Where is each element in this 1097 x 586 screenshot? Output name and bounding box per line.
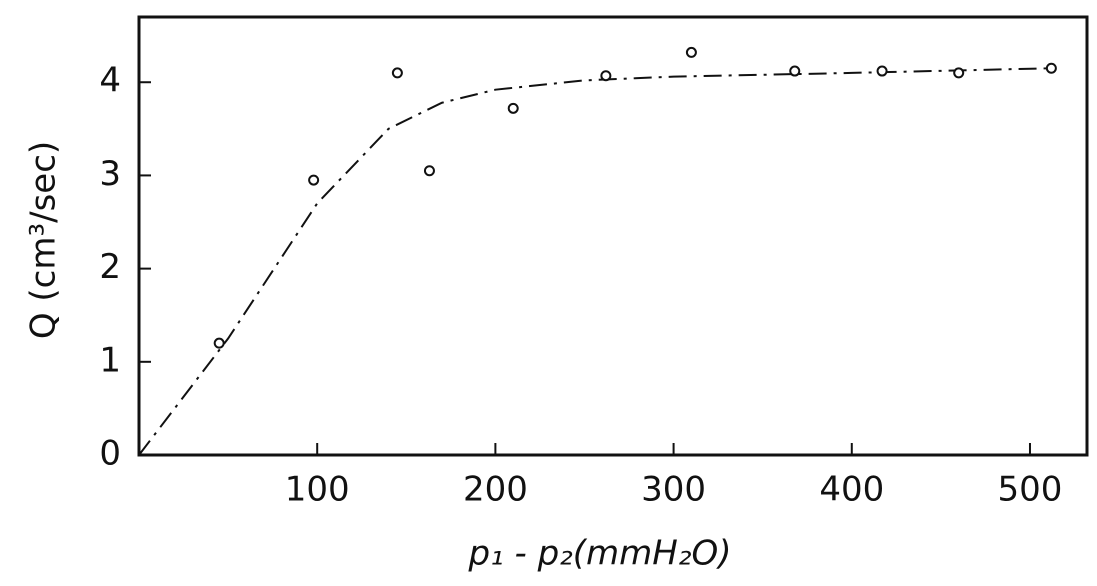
y-axis-label: Q (cm³/sec) <box>24 141 64 339</box>
y-tick-label: 3 <box>99 154 121 194</box>
x-tick-label: 300 <box>641 470 706 510</box>
data-point <box>507 102 519 114</box>
data-point <box>789 65 801 77</box>
data-point <box>391 67 403 79</box>
data-point <box>423 165 435 177</box>
x-tick-label: 400 <box>819 470 884 510</box>
y-tick-label: 1 <box>99 340 121 380</box>
x-axis-label: p₁ - p₂(mmH₂O) <box>467 534 731 574</box>
data-point <box>308 174 320 186</box>
data-point <box>876 65 888 77</box>
y-tick-label: 0 <box>99 434 121 474</box>
x-tick-label: 100 <box>285 470 350 510</box>
fit-curve <box>138 67 1052 456</box>
x-tick-label: 200 <box>463 470 528 510</box>
data-point <box>600 70 612 82</box>
y-tick-label: 2 <box>99 247 121 287</box>
data-point <box>1045 62 1057 74</box>
plot-frame <box>137 15 1089 457</box>
data-point <box>685 46 697 58</box>
data-point <box>953 67 965 79</box>
data-point <box>213 337 225 349</box>
y-tick-label: 4 <box>99 61 121 101</box>
x-tick-label: 500 <box>998 470 1063 510</box>
